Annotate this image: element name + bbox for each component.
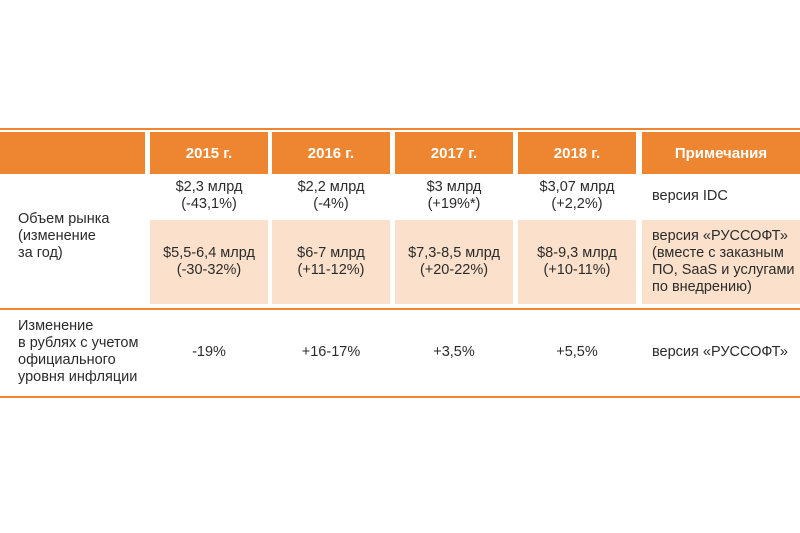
idc-note: версия IDC — [652, 187, 728, 204]
ruble-change-2016: +16-17% — [301, 343, 361, 360]
russoft-value-2018: $8-9,3 млрд (+10-11%) — [518, 220, 636, 304]
header-year-2015: 2015 г. — [150, 132, 268, 174]
header-notes: Примечания — [642, 132, 800, 174]
header-year-2016: 2016 г. — [272, 132, 390, 174]
table-bottom-border — [0, 396, 800, 398]
russoft-value-2017: $7,3-8,5 млрд (+20-22%) — [395, 220, 513, 304]
row-separator — [0, 308, 800, 310]
ruble-change-label: Изменение в рублях с учетом официального… — [18, 318, 139, 385]
ruble-change-2015: -19% — [192, 343, 226, 360]
ruble-change-note: версия «РУССОФТ» — [652, 343, 788, 360]
idc-value-2016: $2,2 млрд (-4%) — [297, 179, 365, 212]
header-empty-cell — [0, 132, 145, 174]
table-top-border — [0, 128, 800, 130]
ruble-change-2018: +5,5% — [556, 343, 598, 360]
russoft-note: версия «РУССОФТ» (вместе с заказным ПО, … — [642, 220, 800, 304]
table-header: 2015 г. 2016 г. 2017 г. 2018 г. Примечан… — [0, 132, 800, 174]
ruble-change-2017: +3,5% — [433, 343, 475, 360]
idc-value-2015: $2,3 млрд (-43,1%) — [175, 179, 243, 212]
market-volume-label: Объем рынка (изменение за год) — [18, 210, 110, 261]
header-year-2018: 2018 г. — [518, 132, 636, 174]
header-year-2017: 2017 г. — [395, 132, 513, 174]
idc-value-2017: $3 млрд (+19%*) — [426, 179, 482, 212]
idc-value-2018: $3,07 млрд (+2,2%) — [539, 179, 615, 212]
russoft-value-2016: $6-7 млрд (+11-12%) — [272, 220, 390, 304]
russoft-value-2015: $5,5-6,4 млрд (-30-32%) — [150, 220, 268, 304]
